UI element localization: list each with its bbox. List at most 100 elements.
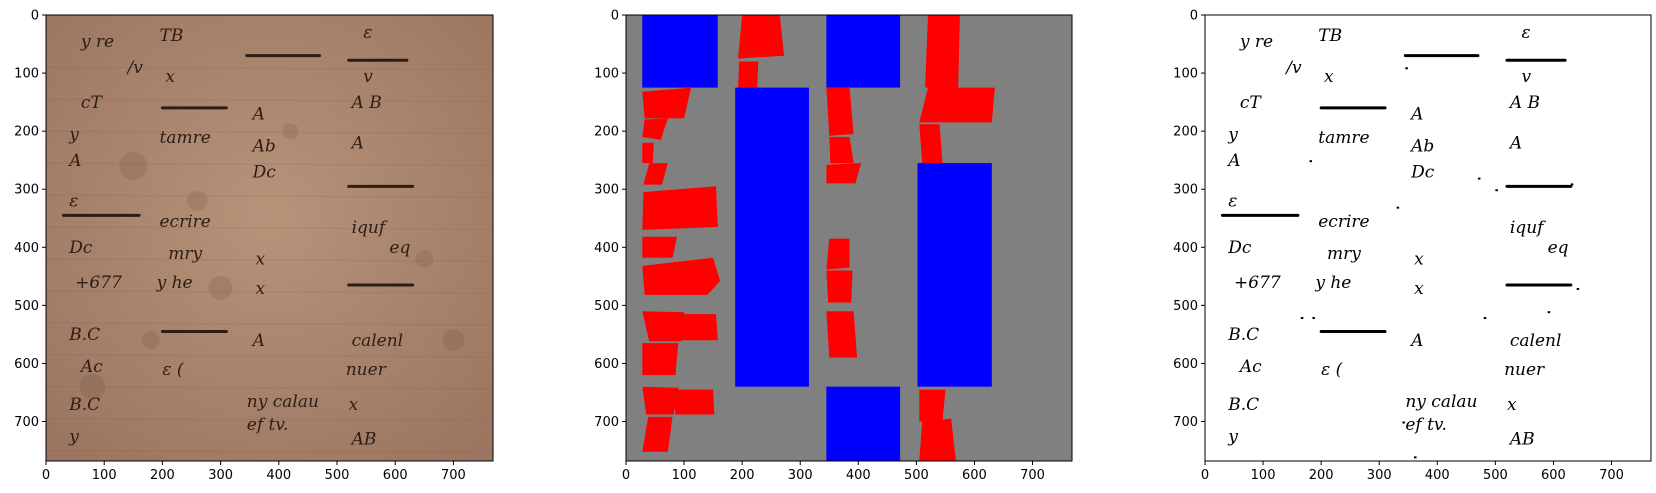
panel-original-frame	[45, 14, 494, 462]
panel-segmentation-axes: 0 100 200 300 400 500 600 700 0 100 200 300 400 500 60…	[594, 9, 1045, 484]
y-tick-label: 600	[14, 357, 39, 372]
paper-rule	[46, 418, 493, 422]
handwriting-word: ε	[1521, 23, 1530, 43]
handwriting-word: Ac	[1238, 357, 1262, 377]
paper-stain	[415, 249, 434, 268]
line-region	[826, 238, 850, 270]
y-tick-label: 200	[594, 125, 619, 140]
handwriting-word: x	[1507, 395, 1517, 415]
binarized-handwriting: y re TB ε/v x v cT A A B y tamre Ab A A Dc ecrire iquf ε…	[1226, 23, 1568, 450]
handwriting-word: y	[1227, 125, 1238, 145]
handwriting-word: x	[256, 250, 266, 270]
y-tick-label: 500	[1173, 299, 1198, 314]
x-tick-label: 400	[266, 468, 291, 483]
noise-speck	[1495, 189, 1498, 192]
line-region	[642, 343, 679, 376]
column-region	[826, 386, 901, 461]
handwriting-word: cT	[1240, 93, 1263, 113]
y-tick-label: 700	[14, 415, 39, 430]
handwriting-word: v	[363, 67, 373, 87]
line-region	[642, 311, 685, 342]
handwriting-word: ny calau	[247, 392, 319, 412]
line-region	[643, 163, 668, 185]
handwriting-word: ε	[363, 23, 372, 43]
handwriting-word: x	[256, 279, 266, 299]
handwriting-word: Ac	[79, 357, 103, 377]
noise-speck	[1477, 177, 1481, 180]
line-region	[738, 61, 759, 88]
handwriting-word: A	[1226, 151, 1240, 171]
handwriting-word: eq	[1548, 238, 1569, 258]
paper-rule	[46, 290, 493, 294]
x-tick-label: 100	[92, 468, 117, 483]
binarized-background	[1205, 15, 1651, 461]
handwriting-word: Ab	[251, 136, 276, 156]
panel-binarized-frame	[1204, 14, 1652, 462]
line-region	[919, 418, 956, 461]
handwriting-word: A	[350, 134, 364, 154]
handwriting-word: y	[68, 427, 79, 447]
handwriting-word: TB	[1318, 26, 1342, 46]
handwriting-word: ef tv.	[247, 415, 289, 435]
handwriting-word: A	[67, 151, 81, 171]
handwriting-word: ny calau	[1405, 392, 1477, 412]
handwriting-word: mry	[168, 244, 202, 264]
noise-speck	[1570, 183, 1574, 186]
handwriting-word: cT	[81, 93, 104, 113]
line-region	[826, 270, 853, 303]
y-tick-label: 0	[611, 9, 619, 24]
column-region	[826, 15, 901, 88]
y-tick-label: 0	[1190, 9, 1198, 24]
x-tick-label: 200	[1309, 468, 1334, 483]
paper-stain	[282, 123, 299, 140]
x-tick-label: 0	[1201, 468, 1209, 483]
line-region	[642, 416, 673, 452]
handwriting-word: tamre	[1318, 128, 1369, 148]
line-region	[826, 87, 854, 136]
line-region	[642, 257, 721, 295]
paper-rule	[46, 162, 493, 167]
handwriting-word: A	[1508, 134, 1522, 154]
line-regions	[642, 15, 995, 461]
handwriting-word: /v	[1284, 58, 1302, 78]
line-region	[919, 389, 946, 422]
y-tick-label: 300	[594, 183, 619, 198]
column-regions	[642, 15, 992, 461]
x-tick-label: 200	[150, 468, 175, 483]
noise-speck	[1576, 287, 1580, 290]
noise-speck	[1312, 316, 1315, 319]
x-tick-label: 200	[730, 468, 755, 483]
handwriting-word: B.C	[1227, 325, 1259, 345]
y-tick-label: 0	[31, 9, 39, 24]
y-tick-label: 200	[1173, 125, 1198, 140]
x-tick-label: 600	[383, 468, 408, 483]
handwriting-word: mry	[1327, 244, 1361, 264]
binarized-noise	[1300, 67, 1580, 459]
x-tick-label: 0	[42, 468, 50, 483]
handwriting-word: A	[251, 331, 265, 351]
noise-speck	[1402, 421, 1405, 424]
handwriting-word: AB	[350, 430, 377, 450]
handwriting-word: ecrire	[1318, 212, 1369, 232]
paper-stain	[79, 373, 106, 400]
x-tick-label: 600	[1541, 468, 1566, 483]
x-tick-label: 700	[441, 468, 466, 483]
handwriting-word: B.C	[1227, 395, 1259, 415]
line-region	[642, 142, 654, 164]
y-tick-label: 700	[594, 415, 619, 430]
line-region	[642, 87, 691, 119]
panel-segmentation-frame	[625, 14, 1073, 462]
paper-rule	[46, 354, 493, 358]
line-region	[642, 386, 679, 415]
panel-original-axes: 0 100 200 300 400 500 600 700 0 100 200 300 400 500 60…	[14, 9, 466, 484]
panel-binarized: y re TB ε/v x v cT A A B y tamre Ab A A Dc ecrire iquf ε…	[1173, 9, 1652, 483]
handwriting-word: y	[68, 125, 79, 145]
y-tick-label: 100	[14, 67, 39, 82]
y-tick-label: 300	[1173, 183, 1198, 198]
y-tick-label: 500	[594, 299, 619, 314]
paper-stain	[187, 190, 208, 211]
paper-rule	[46, 449, 493, 454]
paper-stain	[442, 329, 465, 352]
original-image: y re TB ε/v x v cT A A B y tamre Ab A A Dc ecrire iquf ε…	[46, 15, 493, 461]
